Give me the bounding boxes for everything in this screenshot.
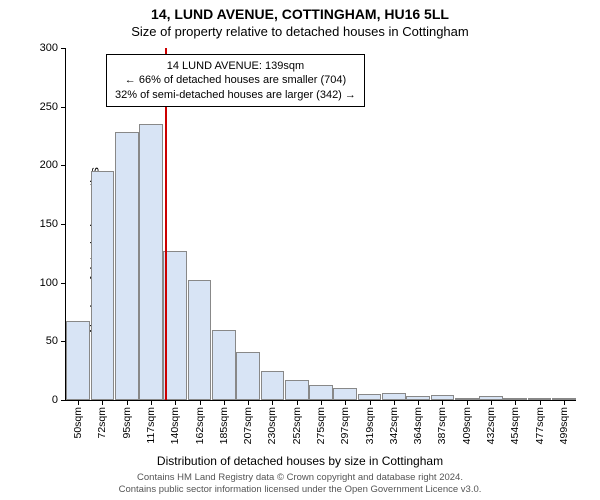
bar <box>139 124 163 400</box>
y-tick-label: 300 <box>40 42 58 54</box>
footer-line-2: Contains public sector information licen… <box>0 484 600 496</box>
x-tick-label: 499sqm <box>558 407 570 444</box>
x-tick-label: 185sqm <box>218 407 230 444</box>
x-tick <box>418 400 419 405</box>
bar <box>236 352 260 400</box>
x-tick-label: 95sqm <box>121 407 133 439</box>
annotation-box: 14 LUND AVENUE: 139sqm← 66% of detached … <box>106 54 365 107</box>
x-tick-label: 477sqm <box>534 407 546 444</box>
y-tick-label: 250 <box>40 101 58 113</box>
y-tick <box>61 283 66 284</box>
x-tick <box>491 400 492 405</box>
annotation-line: ← 66% of detached houses are smaller (70… <box>115 73 356 87</box>
x-tick <box>127 400 128 405</box>
y-tick <box>61 107 66 108</box>
x-tick-label: 342sqm <box>388 407 400 444</box>
bar <box>261 371 285 400</box>
bar <box>382 393 406 400</box>
bar <box>66 321 90 400</box>
x-tick <box>272 400 273 405</box>
x-tick <box>297 400 298 405</box>
bar <box>91 171 115 400</box>
chart-plot-area: 05010015020025030050sqm72sqm95sqm117sqm1… <box>65 48 576 401</box>
x-tick-label: 140sqm <box>169 407 181 444</box>
x-axis-label: Distribution of detached houses by size … <box>0 454 600 468</box>
bar <box>163 251 187 400</box>
y-tick-label: 200 <box>40 159 58 171</box>
x-tick-label: 319sqm <box>364 407 376 444</box>
x-tick <box>224 400 225 405</box>
x-tick-label: 409sqm <box>461 407 473 444</box>
annotation-line: 14 LUND AVENUE: 139sqm <box>115 59 356 73</box>
x-tick-label: 454sqm <box>509 407 521 444</box>
annotation-line: 32% of semi-detached houses are larger (… <box>115 88 356 102</box>
x-tick <box>102 400 103 405</box>
x-tick-label: 162sqm <box>194 407 206 444</box>
bar <box>333 388 357 400</box>
y-tick <box>61 165 66 166</box>
x-tick <box>394 400 395 405</box>
x-tick <box>540 400 541 405</box>
x-tick-label: 387sqm <box>436 407 448 444</box>
x-tick <box>370 400 371 405</box>
x-tick-label: 275sqm <box>315 407 327 444</box>
x-tick <box>564 400 565 405</box>
x-tick <box>442 400 443 405</box>
x-tick-label: 252sqm <box>291 407 303 444</box>
x-tick-label: 72sqm <box>96 407 108 439</box>
y-tick <box>61 400 66 401</box>
x-tick <box>78 400 79 405</box>
y-tick-label: 50 <box>46 335 58 347</box>
bar <box>309 385 333 400</box>
x-tick <box>175 400 176 405</box>
bar <box>115 132 139 400</box>
y-tick-label: 150 <box>40 218 58 230</box>
footer-line-1: Contains HM Land Registry data © Crown c… <box>0 472 600 484</box>
y-tick <box>61 48 66 49</box>
x-tick-label: 230sqm <box>266 407 278 444</box>
x-tick <box>345 400 346 405</box>
page-subtitle: Size of property relative to detached ho… <box>0 22 600 39</box>
page-title: 14, LUND AVENUE, COTTINGHAM, HU16 5LL <box>0 0 600 22</box>
y-tick-label: 100 <box>40 277 58 289</box>
x-tick <box>151 400 152 405</box>
footer-attribution: Contains HM Land Registry data © Crown c… <box>0 472 600 496</box>
bar <box>285 380 309 400</box>
bar <box>212 330 236 400</box>
x-tick-label: 432sqm <box>485 407 497 444</box>
x-tick-label: 297sqm <box>339 407 351 444</box>
x-tick <box>467 400 468 405</box>
bar <box>188 280 212 400</box>
x-tick <box>321 400 322 405</box>
x-tick-label: 117sqm <box>145 407 157 444</box>
y-tick-label: 0 <box>52 394 58 406</box>
x-tick <box>515 400 516 405</box>
y-tick <box>61 224 66 225</box>
x-tick <box>248 400 249 405</box>
x-tick-label: 207sqm <box>242 407 254 444</box>
x-tick-label: 364sqm <box>412 407 424 444</box>
x-tick-label: 50sqm <box>72 407 84 439</box>
x-tick <box>200 400 201 405</box>
